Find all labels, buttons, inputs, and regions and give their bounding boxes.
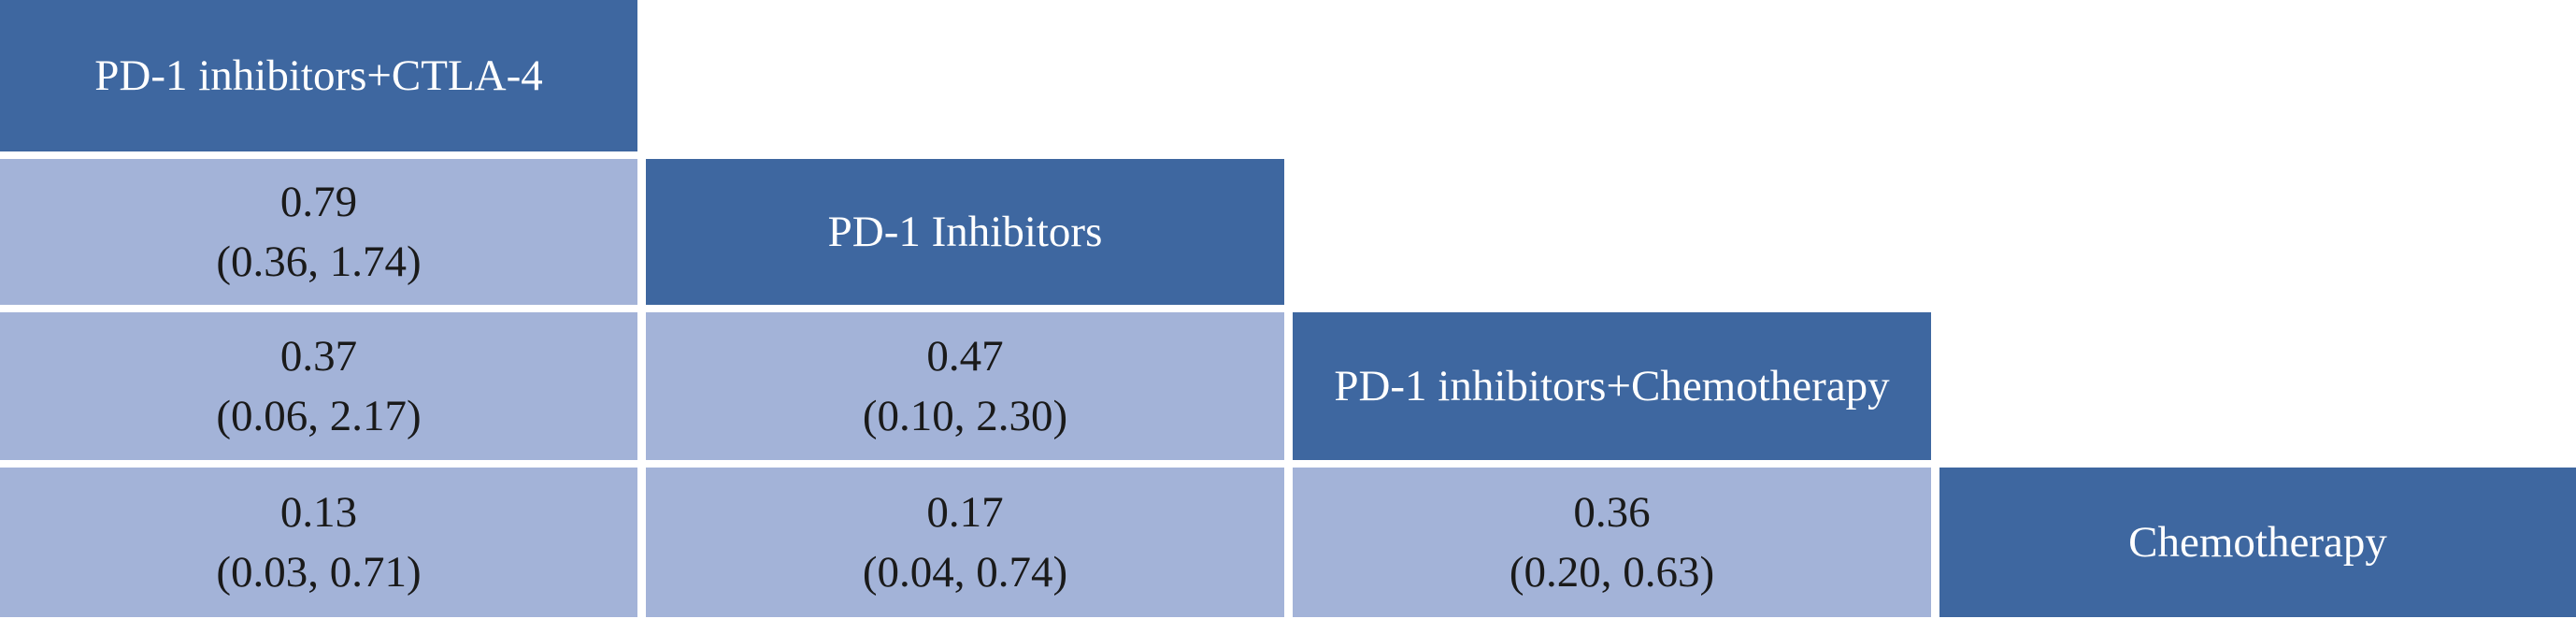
comparison-cell-r3c1: 0.37 (0.06, 2.17) <box>0 312 637 460</box>
comparison-ci: (0.03, 0.71) <box>216 548 422 597</box>
treatment-label: PD-1 Inhibitors <box>827 208 1103 256</box>
treatment-cell-pd1-chemo: PD-1 inhibitors+Chemotherapy <box>1293 312 1931 460</box>
comparison-estimate: 0.37 <box>279 332 358 381</box>
treatment-label: Chemotherapy <box>2128 518 2387 567</box>
comparison-estimate: 0.13 <box>279 488 358 537</box>
comparison-estimate: 0.17 <box>926 488 1004 537</box>
comparison-ci: (0.20, 0.63) <box>1509 548 1715 597</box>
treatment-cell-chemotherapy: Chemotherapy <box>1939 468 2576 617</box>
comparison-ci: (0.04, 0.74) <box>862 548 1068 597</box>
treatment-cell-pd1: PD-1 Inhibitors <box>646 159 1284 305</box>
comparison-estimate: 0.36 <box>1573 488 1651 537</box>
comparison-cell-r4c2: 0.17 (0.04, 0.74) <box>646 468 1284 617</box>
comparison-estimate: 0.47 <box>926 332 1004 381</box>
comparison-ci: (0.36, 1.74) <box>216 238 422 286</box>
comparison-cell-r4c3: 0.36 (0.20, 0.63) <box>1293 468 1931 617</box>
treatment-label: PD-1 inhibitors+CTLA-4 <box>94 51 543 100</box>
treatment-label: PD-1 inhibitors+Chemotherapy <box>1334 362 1890 410</box>
comparison-cell-r3c2: 0.47 (0.10, 2.30) <box>646 312 1284 460</box>
comparison-estimate: 0.79 <box>279 178 358 226</box>
treatment-cell-pd1-ctla4: PD-1 inhibitors+CTLA-4 <box>0 0 637 151</box>
comparison-cell-r2c1: 0.79 (0.36, 1.74) <box>0 159 637 305</box>
comparison-cell-r4c1: 0.13 (0.03, 0.71) <box>0 468 637 617</box>
comparison-ci: (0.10, 2.30) <box>862 392 1068 440</box>
comparison-ci: (0.06, 2.17) <box>216 392 422 440</box>
